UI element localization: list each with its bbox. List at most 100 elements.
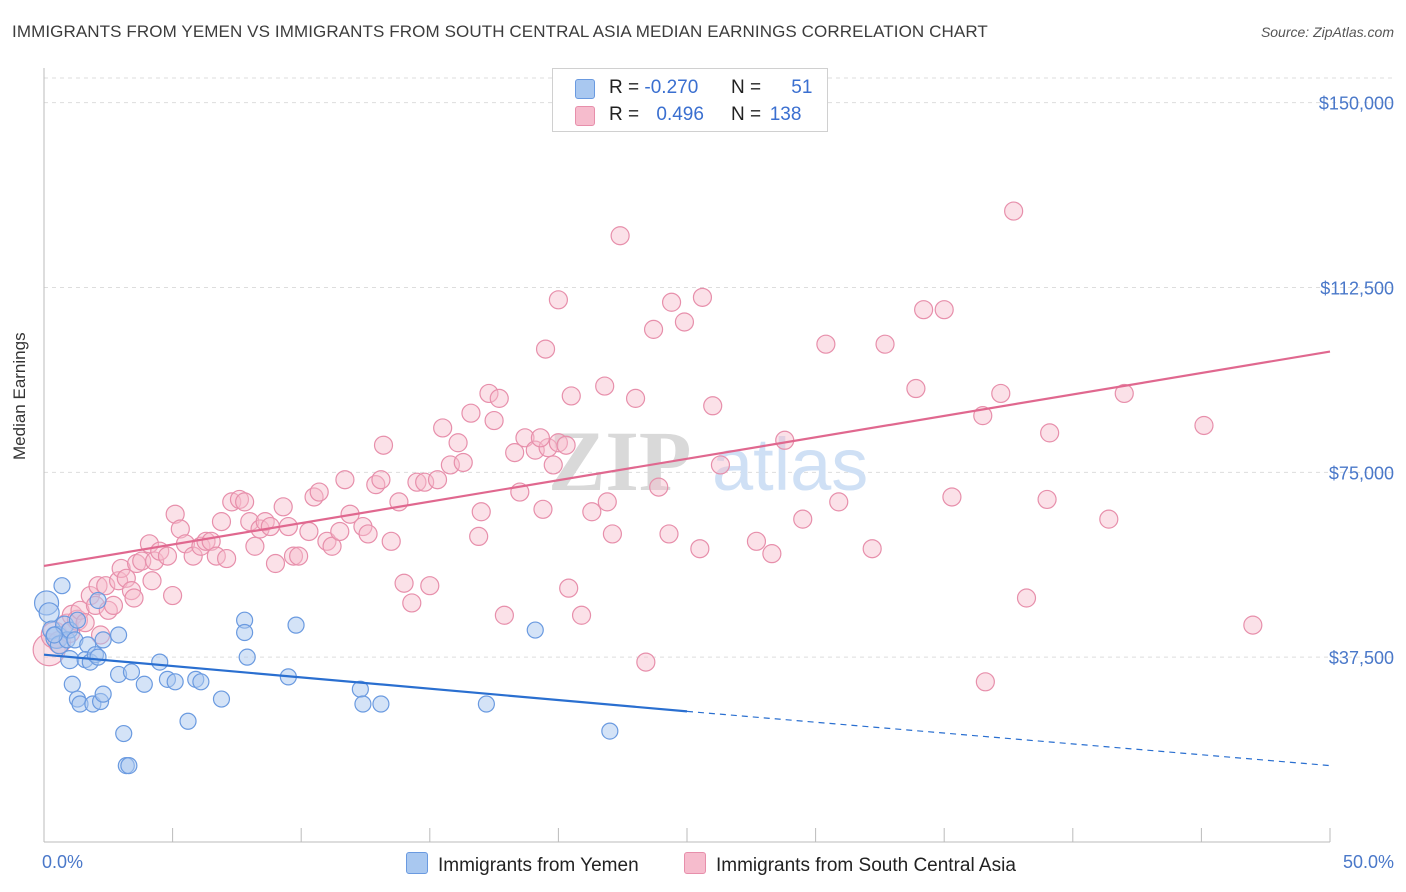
legend-item-sca[interactable]: Immigrants from South Central Asia [684,852,1016,877]
sca-point-47 [265,553,286,574]
sca-point-27 [157,546,178,566]
sca-point-111 [690,539,710,559]
sca-point-86 [515,428,535,448]
sca-point-96 [548,290,569,310]
sca-point-91 [548,433,569,453]
source-label: Source: ZipAtlas.com [1260,24,1394,40]
legend-r-value-sca: 0.496 [656,104,704,125]
sca-point-123 [906,378,926,399]
sca-point-105 [636,652,656,672]
sca-point-88 [533,499,553,519]
sca-point-79 [471,502,491,522]
yemen-point-32 [151,653,169,671]
yemen-point-47 [477,695,495,713]
yemen-point-35 [179,712,197,730]
trend-line-sca [43,350,1331,568]
yemen-point-34 [166,673,184,691]
yemen-point-27 [115,724,133,743]
y-tick-label-2: $112,500 [1320,278,1394,298]
sca-point-132 [1040,423,1060,443]
sca-point-56 [322,536,342,556]
yemen-point-1 [38,602,60,624]
sca-point-109 [661,292,682,312]
sca-point-73 [433,418,453,438]
trend-line-yemen-extension [686,710,1331,767]
sca-point-93 [530,428,550,448]
sca-point-25 [144,551,165,571]
sca-point-124 [914,300,934,320]
sca-point-104 [625,388,646,408]
sca-point-76 [453,452,473,473]
sca-point-97 [571,605,592,625]
sca-point-108 [659,524,679,544]
sca-point-48 [273,497,293,517]
sca-point-40 [229,489,250,510]
sca-point-95 [561,386,581,406]
y-axis-label: Median Earnings [10,332,29,460]
sca-point-75 [448,433,468,453]
yemen-point-9 [60,650,80,670]
yemen-point-48 [526,621,544,639]
sca-point-122 [875,334,895,354]
series-yemen [33,577,619,775]
sca-point-18 [116,568,136,588]
legend-n-value-yemen: 51 [791,77,813,98]
sca-point-101 [597,492,617,512]
sca-point-17 [111,558,131,579]
yemen-point-12 [63,675,81,693]
sca-point-125 [934,300,954,320]
yemen-point-29 [120,756,138,775]
watermark-atlas: atlas [712,423,868,506]
sca-point-78 [469,526,489,547]
axes [43,68,1331,843]
sca-point-30 [170,519,190,539]
sca-point-68 [402,593,422,613]
sca-point-61 [358,524,378,544]
yemen-point-46 [372,695,390,713]
sca-point-43 [245,536,265,556]
yemen-point-43 [287,616,305,634]
legend-n-value-sca: 138 [769,104,802,125]
series-south-central-asia [32,201,1263,692]
sca-point-54 [309,482,329,502]
chart-title: IMMIGRANTS FROM YEMEN VS IMMIGRANTS FROM… [12,22,988,41]
sca-point-57 [330,521,350,542]
x-tick-label-max: 50.0% [1342,852,1394,872]
yemen-point-30 [122,663,141,681]
y-tick-label-0: $37,500 [1329,648,1394,668]
yemen-point-11 [68,611,87,629]
legend-item-label-yemen: Immigrants from Yemen [438,855,639,876]
sca-point-58 [335,470,355,490]
sca-point-99 [582,502,602,522]
sca-point-28 [163,585,183,606]
sca-point-19 [121,581,142,601]
sca-point-13 [96,576,116,596]
yemen-point-24 [94,685,112,703]
sca-point-41 [235,492,255,512]
legend-item-yemen[interactable]: Immigrants from Yemen [406,852,639,877]
sca-point-50 [283,546,304,566]
grid-lines [44,77,1395,658]
sca-point-65 [381,531,401,551]
sca-point-72 [427,470,448,490]
sca-point-135 [1114,383,1134,404]
yemen-point-37 [192,673,210,691]
sca-point-115 [746,531,767,551]
sca-point-82 [489,388,509,408]
sca-point-16 [108,571,129,591]
sca-point-114 [710,455,731,475]
sca-point-110 [674,312,695,332]
sca-point-81 [484,410,504,431]
sca-point-129 [1004,201,1024,221]
sca-point-67 [394,573,414,593]
sca-point-134 [1099,509,1119,529]
trend-line-yemen [43,653,688,713]
sca-point-63 [371,470,391,490]
sca-point-98 [556,435,576,455]
watermark: ZIP atlas [548,413,868,509]
legend-r-value-yemen: -0.270 [644,77,699,98]
sca-point-69 [407,472,427,492]
legend-swatch-sca [575,106,595,126]
sca-point-127 [975,672,995,692]
